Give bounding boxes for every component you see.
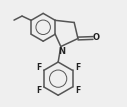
- Text: F: F: [36, 63, 41, 72]
- Text: O: O: [93, 33, 100, 42]
- Text: N: N: [58, 47, 65, 56]
- Text: F: F: [36, 85, 41, 95]
- Text: F: F: [75, 85, 81, 95]
- Text: F: F: [75, 63, 81, 72]
